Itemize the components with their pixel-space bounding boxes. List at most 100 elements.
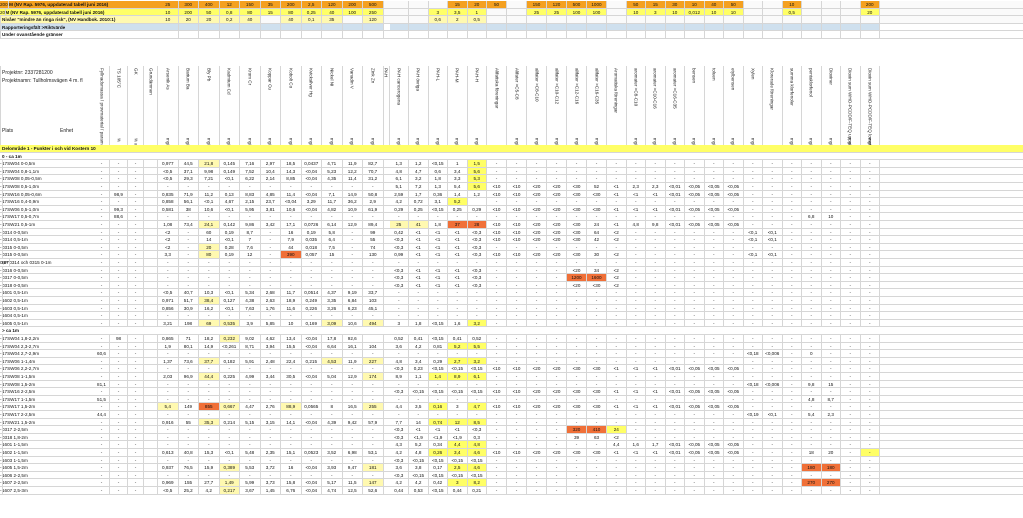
table-cell: 9,42 xyxy=(343,418,363,426)
table-cell: - xyxy=(646,251,666,258)
column-header-label: PAH övriga xyxy=(415,68,421,91)
guideline-value xyxy=(724,23,744,31)
table-cell: 20 xyxy=(822,449,841,456)
table-cell: - xyxy=(841,198,861,205)
table-cell: - xyxy=(363,259,384,266)
table-cell: 14,9 xyxy=(343,190,363,198)
guideline-value: 120 xyxy=(322,1,343,8)
sample-label: 17SW04 2,3-2,7m xyxy=(2,343,40,349)
table-cell: - xyxy=(322,395,343,403)
table-cell: <1 xyxy=(448,236,468,243)
table-cell: 11,4 xyxy=(343,175,363,182)
table-cell: - xyxy=(507,259,527,266)
table-cell: - xyxy=(281,411,302,418)
table-cell: 10,4 xyxy=(261,167,281,175)
table-cell: - xyxy=(783,487,802,494)
table-cell: - xyxy=(627,289,646,296)
table-cell: - xyxy=(527,198,547,205)
table-cell: - xyxy=(763,373,783,380)
sample-label: 1606 2-2,5m xyxy=(2,472,28,478)
table-cell: <0,04 xyxy=(302,479,322,486)
guideline-value xyxy=(783,31,802,38)
table-cell: - xyxy=(448,395,468,403)
table-cell: <0,3 xyxy=(468,228,487,236)
table-cell: - xyxy=(527,160,547,167)
table-cell: - xyxy=(822,373,841,380)
table-cell: - xyxy=(666,471,685,479)
table-cell: - xyxy=(302,380,322,388)
table-cell: 12,9 xyxy=(343,221,363,228)
column-header-klor: pentaklorfenolmg/kg TS xyxy=(802,66,822,145)
table-cell: - xyxy=(822,388,841,395)
table-cell: - xyxy=(363,274,384,281)
table-cell: - xyxy=(507,456,527,464)
table-cell: - xyxy=(627,281,646,289)
table-cell: 10 xyxy=(281,319,302,327)
table-row: 1603 1-1,5m - - - - - - - - - - - - - - <0,3 <0,15 <0,15 <… xyxy=(0,456,1023,465)
table-cell xyxy=(363,335,384,342)
guideline-value xyxy=(158,31,179,38)
table-cell: 1200 xyxy=(567,274,587,281)
table-cell: <1,9 xyxy=(429,433,448,441)
table-cell: 4,6 xyxy=(467,449,487,456)
table-cell: - xyxy=(261,266,281,274)
table-cell: - xyxy=(627,487,646,494)
table-cell: - xyxy=(507,471,527,479)
table-cell: - xyxy=(763,426,783,433)
grund-value xyxy=(144,228,158,236)
table-cell: 0,226 xyxy=(302,304,322,312)
table-cell: <20 xyxy=(527,251,547,258)
table-cell: - xyxy=(783,259,802,266)
table-cell: - xyxy=(390,411,409,418)
table-cell: 0,87 xyxy=(0,259,10,266)
fixed-value: - xyxy=(128,411,144,418)
table-cell: - xyxy=(302,350,322,357)
table-cell: - xyxy=(302,266,322,274)
table-cell: 6,98 xyxy=(343,449,363,456)
table-cell: 40,8 xyxy=(179,449,199,456)
table-cell: - xyxy=(646,175,666,182)
table-cell: - xyxy=(646,411,666,418)
table-row: 17SW17 2-2,5m 44,4- - - - - - - - - - - - - - - - - - - - - - -… xyxy=(0,411,1023,419)
table-cell: 1 xyxy=(448,160,468,167)
table-cell: - xyxy=(343,388,363,395)
table-cell: <1 xyxy=(646,205,666,213)
grund-value xyxy=(144,373,158,380)
table-cell: <1 xyxy=(646,190,666,198)
fixed-value: - xyxy=(110,373,128,380)
guideline-value: 400 xyxy=(199,1,220,8)
table-cell: <30 xyxy=(567,388,587,395)
table-cell: 270 xyxy=(821,479,841,486)
table-cell: 17,8 xyxy=(322,335,343,342)
table-cell: - xyxy=(527,464,547,471)
column-header-metal: Barium Bamg/kg TS xyxy=(179,66,199,145)
column-unit: mg/kg TS xyxy=(227,138,232,145)
table-cell: 4,2 xyxy=(409,342,429,350)
table-cell: - xyxy=(802,183,822,190)
table-cell: <0,05 xyxy=(685,449,705,456)
table-cell: - xyxy=(547,479,567,486)
fixed-value: - xyxy=(128,350,144,357)
table-cell: 4,62 xyxy=(261,335,281,342)
column-header-metal: Kadmium Cdmg/kg TS xyxy=(220,66,240,145)
guideline-value: 200 xyxy=(342,1,363,8)
fixed-value: - xyxy=(94,243,110,251)
table-cell: - xyxy=(802,312,822,319)
table-cell: - xyxy=(744,426,763,433)
table-cell: - xyxy=(281,471,302,479)
row-label-header: Plats xyxy=(2,128,14,134)
table-cell: - xyxy=(0,236,3,243)
table-cell: - xyxy=(705,395,724,403)
table-cell: - xyxy=(179,380,199,388)
table-cell: - xyxy=(685,297,705,304)
column-unit: mg/kg TS xyxy=(848,138,853,145)
guideline-value: 250 xyxy=(363,8,384,16)
table-cell: 0,149 xyxy=(220,167,240,175)
table-cell: - xyxy=(802,266,822,274)
table-cell: 3 xyxy=(448,403,468,410)
table-cell: - xyxy=(220,426,240,433)
table-cell: <0,01 xyxy=(666,205,685,213)
table-cell: - xyxy=(646,259,666,266)
sample-label: 1602 1-1,5m xyxy=(2,450,28,455)
table-cell: - xyxy=(666,411,685,418)
